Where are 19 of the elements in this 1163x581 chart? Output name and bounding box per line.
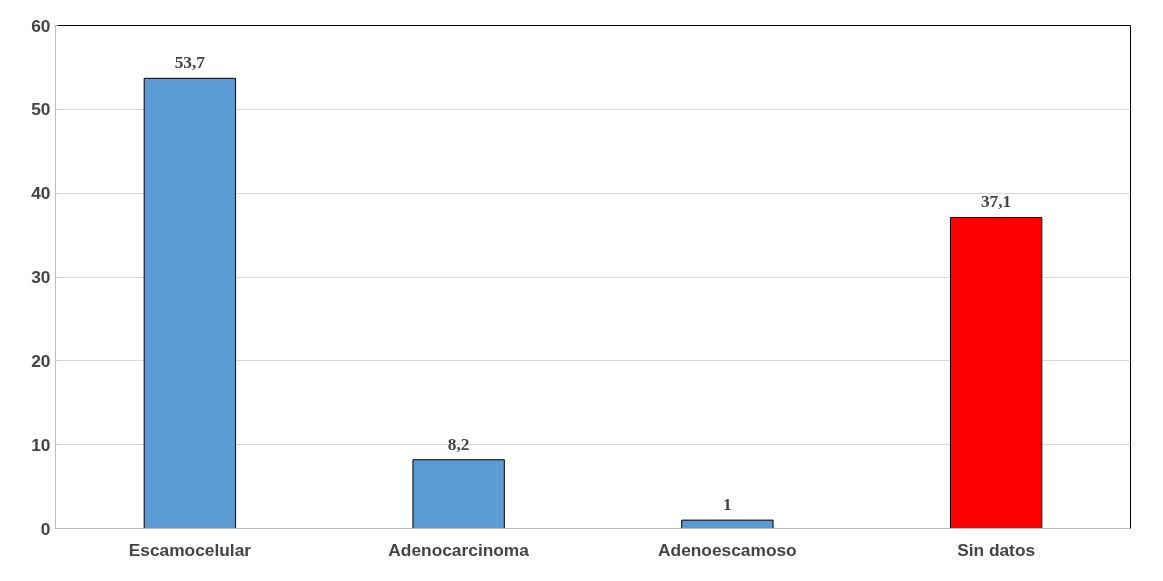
x-tick-label: Adenocarcinoma (388, 539, 530, 560)
x-tick-label: Adenoescamoso (658, 539, 797, 560)
data-label: 53,7 (174, 53, 206, 73)
y-tick-label: 30 (31, 267, 51, 287)
bar (681, 519, 774, 529)
y-tick-label: 0 (40, 518, 51, 539)
y-tick-label: 20 (31, 350, 51, 371)
y-tick-label: 60 (31, 15, 51, 36)
bar (143, 77, 237, 529)
data-label: 8,2 (447, 434, 470, 454)
x-tick-label: Sin datos (957, 539, 1036, 560)
x-tick-label: Escamocelular (128, 539, 252, 560)
bar (949, 216, 1043, 529)
data-label: 37,1 (980, 192, 1012, 212)
bar (412, 459, 505, 529)
y-tick-label: 10 (31, 434, 51, 455)
y-tick-label: 50 (31, 99, 51, 120)
y-tick-label: 40 (31, 183, 51, 204)
data-label: 1 (723, 495, 732, 515)
